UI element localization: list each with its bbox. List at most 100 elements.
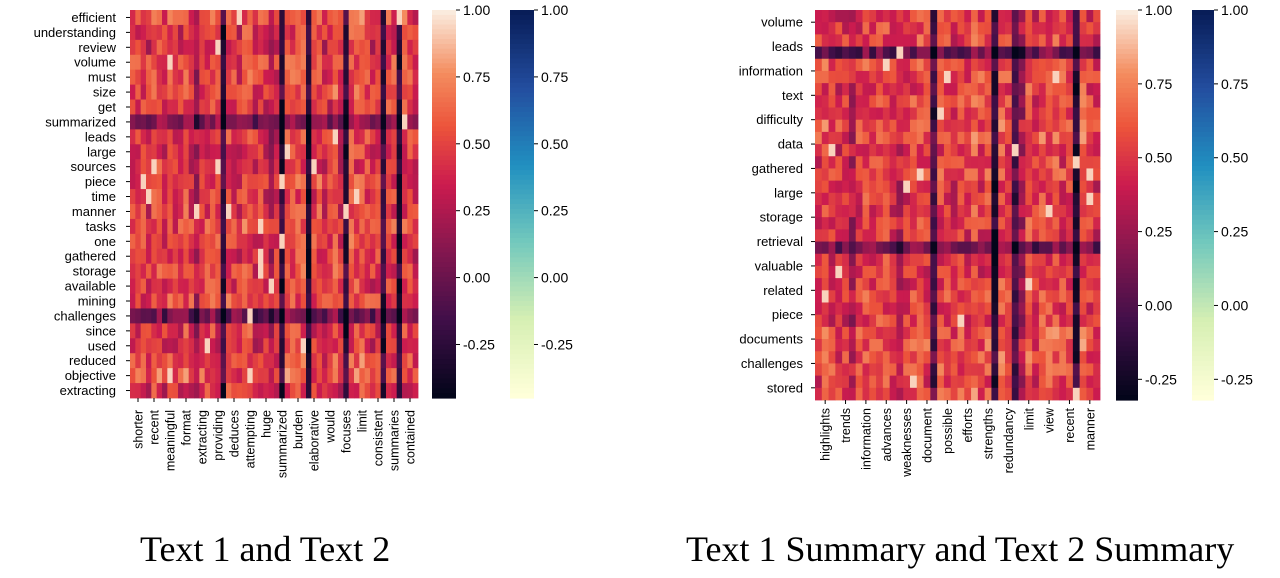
heatmap-cell bbox=[252, 308, 259, 324]
heatmap-cell bbox=[855, 83, 863, 96]
heatmap-cell bbox=[199, 39, 206, 56]
heatmap-cell bbox=[910, 10, 918, 23]
heatmap-cell bbox=[903, 326, 911, 340]
heatmap-cell bbox=[1052, 168, 1060, 182]
heatmap-cell bbox=[1032, 205, 1040, 218]
heatmap-cell bbox=[391, 368, 398, 384]
colorbar-segment bbox=[432, 393, 456, 399]
colorbar-segment bbox=[1116, 166, 1138, 172]
heatmap-cell bbox=[220, 174, 227, 190]
heatmap-cell bbox=[821, 34, 829, 47]
heatmap-cell bbox=[1025, 131, 1033, 145]
heatmap-cell bbox=[263, 263, 270, 280]
heatmap-cell bbox=[380, 10, 387, 26]
heatmap-cell bbox=[1072, 192, 1081, 206]
heatmap-cell bbox=[1079, 339, 1087, 352]
heatmap-cell bbox=[210, 129, 216, 145]
heatmap-cell bbox=[354, 323, 360, 339]
heatmap-cell bbox=[882, 119, 891, 133]
heatmap-cell bbox=[1045, 387, 1053, 401]
heatmap-cell bbox=[1093, 83, 1101, 96]
colorbar-tick-label: 0.75 bbox=[1145, 76, 1172, 92]
heatmap-cell bbox=[882, 10, 891, 23]
heatmap-cell bbox=[1072, 351, 1081, 364]
heatmap-cell bbox=[274, 84, 280, 100]
heatmap-cell bbox=[231, 114, 238, 130]
heatmap-cell bbox=[1059, 10, 1067, 23]
heatmap-cell bbox=[1086, 326, 1094, 340]
heatmap-cell bbox=[848, 156, 857, 169]
heatmap-cell bbox=[178, 144, 184, 160]
heatmap-cell bbox=[210, 54, 216, 71]
heatmap-cell bbox=[258, 204, 264, 220]
heatmap-cell bbox=[862, 339, 870, 352]
colorbar-segment bbox=[1116, 78, 1138, 84]
heatmap-cell bbox=[391, 189, 398, 205]
heatmap-cell bbox=[151, 263, 158, 280]
heatmap-cell bbox=[322, 159, 328, 175]
heatmap-cell bbox=[268, 69, 275, 86]
heatmap-cell bbox=[316, 99, 323, 115]
heatmap-cell bbox=[916, 253, 924, 267]
heatmap-cell bbox=[370, 159, 376, 175]
heatmap-cell bbox=[210, 69, 216, 86]
heatmap-cell bbox=[1059, 363, 1067, 377]
heatmap-cell bbox=[1079, 70, 1087, 84]
heatmap-cell bbox=[1038, 205, 1047, 218]
heatmap-cell bbox=[882, 326, 891, 340]
heatmap-cell bbox=[842, 290, 850, 303]
heatmap-cell bbox=[910, 387, 918, 401]
colorbar-segment bbox=[1116, 268, 1138, 274]
heatmap-cell bbox=[1038, 363, 1047, 377]
colorbar-segment bbox=[510, 213, 534, 220]
heatmap-cell bbox=[910, 290, 918, 303]
colorbar-segment bbox=[1116, 370, 1138, 377]
heatmap-cell bbox=[882, 131, 891, 145]
heatmap-cell bbox=[226, 99, 232, 115]
colorbar-segment bbox=[1192, 190, 1214, 196]
heatmap-cell bbox=[412, 308, 419, 324]
heatmap-cell bbox=[183, 278, 190, 294]
heatmap-cell bbox=[998, 217, 1006, 230]
heatmap-cell bbox=[194, 39, 200, 56]
y-tick-label: storage bbox=[73, 264, 116, 279]
colorbar-segment bbox=[510, 368, 534, 375]
y-tick-label: sources bbox=[70, 159, 116, 174]
x-tick-label: would bbox=[324, 410, 338, 444]
heatmap-cell bbox=[950, 339, 958, 352]
heatmap-cell bbox=[896, 34, 904, 47]
heatmap-cell bbox=[199, 353, 206, 369]
colorbar-segment bbox=[510, 116, 534, 123]
heatmap-cell bbox=[178, 218, 184, 235]
heatmap-cell bbox=[364, 204, 371, 220]
heatmap-cell bbox=[1011, 131, 1019, 145]
heatmap-cell bbox=[943, 192, 952, 206]
heatmap-cell bbox=[876, 278, 884, 291]
colorbar-segment bbox=[432, 233, 456, 239]
heatmap-cell bbox=[1093, 314, 1101, 328]
heatmap-cell bbox=[1066, 278, 1074, 291]
y-tick-label: large bbox=[774, 185, 803, 200]
heatmap-cell bbox=[835, 95, 843, 108]
heatmap-cell bbox=[167, 10, 174, 26]
heatmap-cell bbox=[984, 22, 992, 35]
heatmap-cell bbox=[284, 99, 291, 115]
heatmap-cell bbox=[140, 144, 147, 160]
heatmap-cell bbox=[1045, 302, 1053, 316]
heatmap-cell bbox=[991, 46, 999, 60]
heatmap-cell bbox=[300, 159, 307, 175]
heatmap-cell bbox=[821, 375, 829, 389]
colorbar-segment bbox=[510, 199, 534, 205]
heatmap-cell bbox=[842, 375, 850, 389]
heatmap-cell bbox=[842, 107, 850, 121]
heatmap-cell bbox=[407, 293, 414, 309]
heatmap-cell bbox=[322, 218, 328, 235]
heatmap-cell bbox=[316, 308, 323, 324]
colorbar-segment bbox=[510, 150, 534, 157]
heatmap-cell bbox=[146, 218, 152, 235]
heatmap-cell bbox=[1079, 302, 1087, 316]
colorbar-tick-label: 1.00 bbox=[541, 2, 568, 18]
y-tick-label: tasks bbox=[86, 219, 117, 234]
heatmap-cell bbox=[821, 302, 829, 316]
heatmap-cell bbox=[370, 84, 376, 100]
